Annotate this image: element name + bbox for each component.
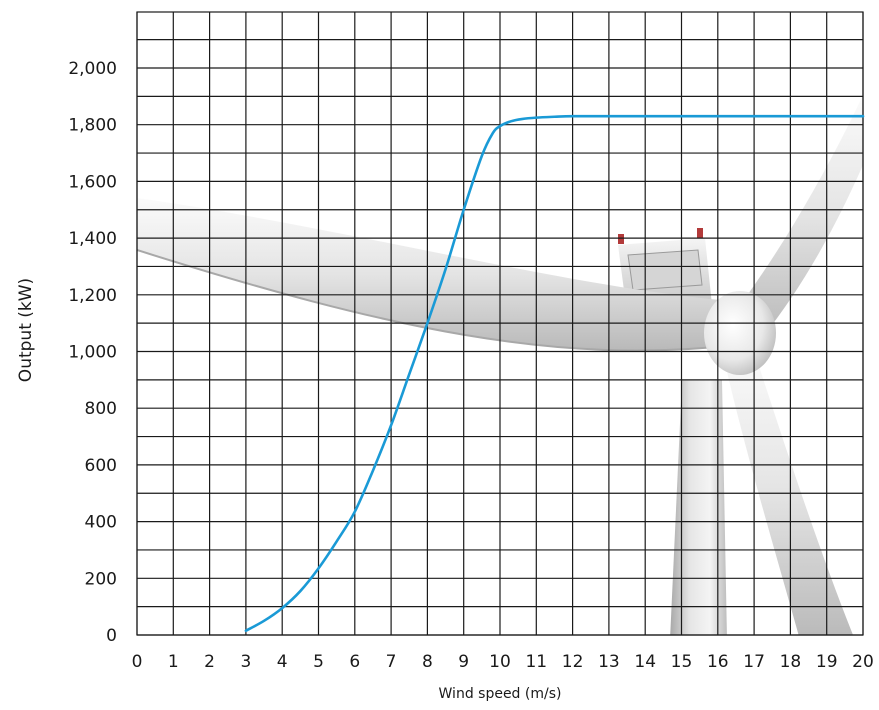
y-tick-label-6: 1,200 xyxy=(68,286,117,306)
x-tick-label-2: 2 xyxy=(204,652,215,672)
x-tick-label-15: 15 xyxy=(671,652,693,672)
y-tick-label-5: 1,000 xyxy=(68,343,117,363)
y-axis-label: Output (kW) xyxy=(16,278,36,382)
y-tick-label-9: 1,800 xyxy=(68,116,117,136)
x-tick-labels: 0 1 2 3 4 5 6 7 8 9 10 11 12 13 14 15 16 17 18 19 20 xyxy=(132,652,874,672)
x-tick-label-6: 6 xyxy=(349,652,360,672)
x-tick-label-1: 1 xyxy=(168,652,179,672)
turbine-nacelle-shape xyxy=(618,228,712,305)
x-tick-label-3: 3 xyxy=(240,652,251,672)
power-curve-line-0 xyxy=(244,114,865,633)
turbine-hub-shape xyxy=(704,291,776,375)
x-tick-label-8: 8 xyxy=(422,652,433,672)
x-axis-label: Wind speed (m/s) xyxy=(439,686,562,702)
y-tick-label-7: 1,400 xyxy=(68,229,117,249)
x-tick-label-5: 5 xyxy=(313,652,324,672)
turbine-blades-shape xyxy=(137,95,863,635)
y-tick-label-1: 200 xyxy=(85,569,117,589)
y-tick-label-0: 0 xyxy=(106,626,117,646)
x-tick-label-10: 10 xyxy=(489,652,511,672)
plot-frame xyxy=(136,11,864,636)
y-tick-label-3: 600 xyxy=(85,456,117,476)
x-tick-label-16: 16 xyxy=(707,652,729,672)
y-tick-label-8: 1,600 xyxy=(68,172,117,192)
x-tick-label-7: 7 xyxy=(386,652,397,672)
x-tick-label-19: 19 xyxy=(816,652,838,672)
x-tick-label-0: 0 xyxy=(132,652,143,672)
x-tick-label-17: 17 xyxy=(743,652,765,672)
y-tick-label-4: 800 xyxy=(85,399,117,419)
y-tick-label-10: 2,000 xyxy=(68,59,117,79)
x-tick-label-4: 4 xyxy=(277,652,288,672)
x-tick-label-12: 12 xyxy=(562,652,584,672)
wind-turbine-image xyxy=(137,95,863,635)
x-tick-label-20: 20 xyxy=(852,652,874,672)
y-tick-label-2: 400 xyxy=(85,513,117,533)
chart-grid xyxy=(136,12,864,636)
x-tick-label-11: 11 xyxy=(525,652,547,672)
y-tick-labels: 0 200 400 600 800 1,000 1,200 1,400 1,600 1,800 2,… xyxy=(68,59,117,646)
x-tick-label-9: 9 xyxy=(458,652,469,672)
x-tick-label-13: 13 xyxy=(598,652,620,672)
chart-series-group xyxy=(244,114,865,633)
x-tick-label-18: 18 xyxy=(780,652,802,672)
x-tick-label-14: 14 xyxy=(634,652,656,672)
turbine-tower-shape xyxy=(670,380,727,635)
